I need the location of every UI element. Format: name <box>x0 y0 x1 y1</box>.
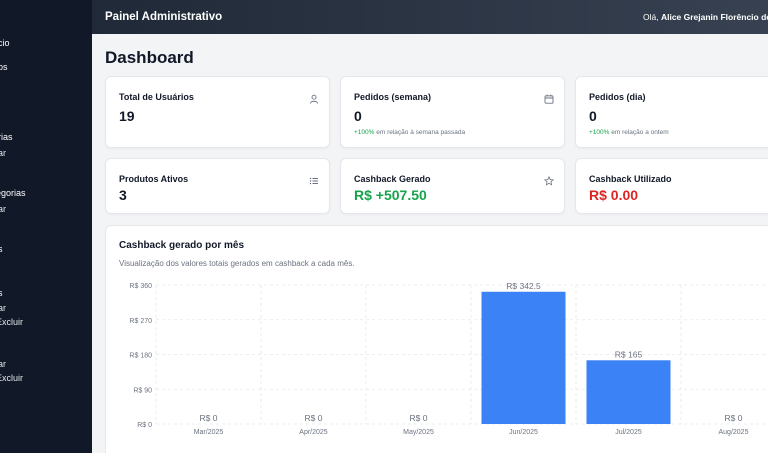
page-title: Dashboard <box>105 48 194 67</box>
bar-value-label: R$ 0 <box>410 413 428 423</box>
sidebar-item[interactable]: rias <box>0 132 13 142</box>
card-value: R$ +507.50 <box>354 187 427 203</box>
card-value: 0 <box>354 108 362 124</box>
card-label: Cashback Gerado <box>354 174 431 184</box>
bar-value-label: R$ 0 <box>725 413 743 423</box>
sidebar-item[interactable]: Excluir <box>0 317 24 327</box>
chart-description: Visualização dos valores totais gerados … <box>119 259 355 268</box>
delta-text: em relação a ontem <box>609 129 669 136</box>
sidebar-item[interactable]: ar <box>0 148 7 158</box>
card-label: Total de Usuários <box>119 92 194 102</box>
x-tick-label: Apr/2025 <box>299 429 328 436</box>
x-tick-label: Mar/2025 <box>194 429 224 436</box>
app-title: Painel Administrativo <box>105 11 223 23</box>
user-greeting: Olá, Alice Grejanin Florêncio dos Re <box>643 12 768 22</box>
card-total-users: Total de Usuários 19 <box>105 76 330 148</box>
y-tick-label: R$ 360 <box>129 283 152 290</box>
delta-percent: +100% <box>354 129 375 136</box>
chart-card: Cashback gerado por mês Visualização dos… <box>105 225 768 453</box>
calendar-icon <box>544 91 554 104</box>
y-tick-label: R$ 180 <box>129 353 152 360</box>
card-delta: +100% em relação à semana passada <box>354 129 465 136</box>
x-tick-label: Jul/2025 <box>615 429 642 436</box>
sidebar-item[interactable]: cio <box>0 38 10 48</box>
card-cashback-used: Cashback Utilizado R$ 0.00 <box>575 158 768 214</box>
star-icon <box>543 173 555 186</box>
cashback-bar-chart: R$ 0 R$ 90 R$ 180 R$ 270 R$ 360 R$ 0 Mar/2025 R… <box>129 281 768 436</box>
sidebar-item[interactable]: egorias <box>0 188 26 198</box>
sidebar-item[interactable]: Excluir <box>0 373 24 383</box>
card-value: 19 <box>119 108 135 124</box>
card-label: Pedidos (dia) <box>589 92 646 102</box>
card-value: 0 <box>589 108 597 124</box>
bar-value-label: R$ 342.5 <box>506 281 541 291</box>
top-bar: Painel Administrativo Olá, Alice Grejani… <box>92 0 768 34</box>
sidebar-item[interactable]: ar <box>0 204 7 214</box>
y-tick-label: R$ 270 <box>129 318 152 325</box>
y-tick-label: R$ 0 <box>137 422 152 429</box>
user-icon <box>309 91 319 104</box>
sidebar-item[interactable]: s <box>0 288 3 298</box>
delta-text: em relação à semana passada <box>374 129 466 136</box>
delta-percent: +100% <box>589 129 610 136</box>
list-icon <box>309 173 319 185</box>
card-value: 3 <box>119 187 127 203</box>
x-tick-label: Jun/2025 <box>509 429 538 436</box>
card-active-products: Produtos Ativos 3 <box>105 158 330 214</box>
card-value: R$ 0.00 <box>589 187 639 203</box>
bar-value-label: R$ 165 <box>615 349 643 359</box>
card-label: Produtos Ativos <box>119 174 189 184</box>
greeting-prefix: Olá, <box>643 12 661 22</box>
card-label: Pedidos (semana) <box>354 92 432 102</box>
bar <box>481 291 566 424</box>
sidebar-item[interactable]: os <box>0 62 8 72</box>
sidebar-item[interactable]: ar <box>0 359 7 369</box>
x-tick-label: Aug/2025 <box>719 429 749 436</box>
card-orders-week: Pedidos (semana) 0 +100% em relação à se… <box>340 76 565 148</box>
sidebar-item[interactable]: ar <box>0 303 7 313</box>
card-delta: +100% em relação a ontem <box>589 129 669 136</box>
bar <box>586 360 671 424</box>
card-label: Cashback Utilizado <box>589 174 672 184</box>
bar-value-label: R$ 0 <box>305 413 323 423</box>
bar-value-label: R$ 0 <box>200 413 218 423</box>
y-tick-label: R$ 90 <box>133 387 152 394</box>
chart-title: Cashback gerado por mês <box>119 240 245 251</box>
x-tick-label: May/2025 <box>403 429 434 436</box>
sidebar-item[interactable]: s <box>0 244 3 254</box>
card-orders-day: Pedidos (dia) 0 +100% em relação a ontem <box>575 76 768 148</box>
sidebar: cio os rias ar egorias ar s s ar Excluir ar Excluir <box>0 0 92 453</box>
card-cashback-generated: Cashback Gerado R$ +507.50 <box>340 158 565 214</box>
user-name[interactable]: Alice Grejanin Florêncio dos Re <box>660 12 768 22</box>
